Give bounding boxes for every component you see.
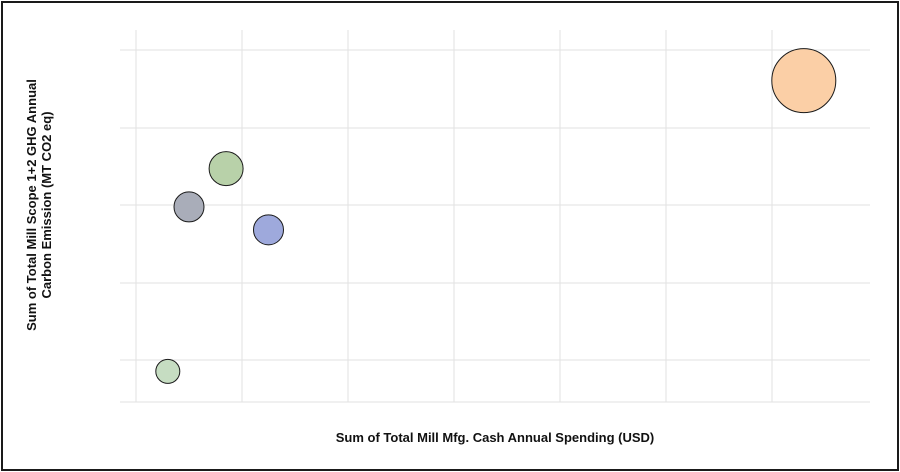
data-points xyxy=(155,48,837,384)
gridlines xyxy=(120,30,870,403)
bubble-point[interactable] xyxy=(771,48,837,114)
y-axis-label-line-2: Carbon Emission (MT CO2 eq) xyxy=(39,111,54,299)
x-axis-label: Sum of Total Mill Mfg. Cash Annual Spend… xyxy=(335,430,655,445)
bubble-point[interactable] xyxy=(155,358,181,384)
y-axis-label: Sum of Total Mill Scope 1+2 GHG Annual C… xyxy=(24,55,64,355)
bubble-point[interactable] xyxy=(208,151,244,187)
y-axis-label-line-1: Sum of Total Mill Scope 1+2 GHG Annual xyxy=(24,79,39,331)
bubble-point[interactable] xyxy=(253,214,284,246)
bubble-point[interactable] xyxy=(173,191,205,223)
